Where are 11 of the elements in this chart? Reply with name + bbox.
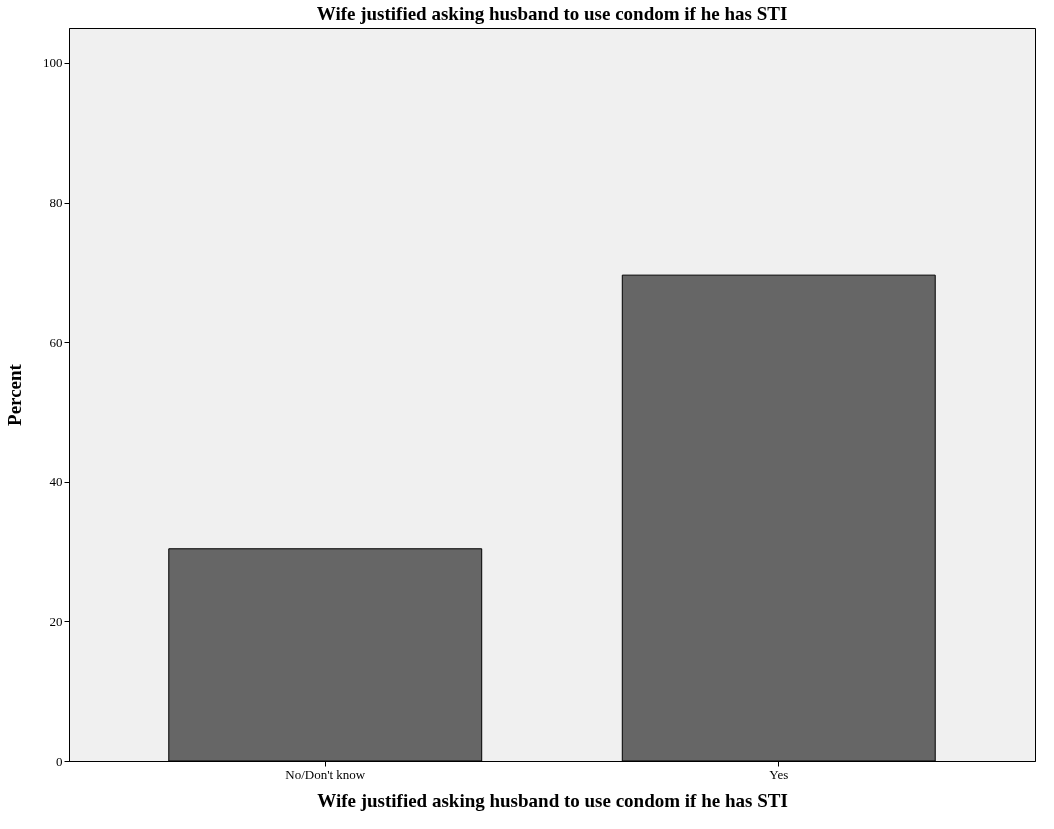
y-tick-label: 80 — [49, 195, 63, 211]
x-axis-title: Wife justified asking husband to use condom if he has STI — [317, 789, 788, 811]
chart-title: Wife justified asking husband to use condom if he has STI — [316, 3, 788, 24]
x-tick-label: No/Don't know — [285, 766, 366, 782]
y-tick-label: 20 — [49, 613, 63, 629]
y-tick-label: 0 — [56, 753, 63, 769]
x-tick-label: Yes — [769, 766, 789, 782]
y-tick-label: 60 — [49, 334, 63, 350]
y-tick-label: 40 — [49, 474, 63, 490]
y-axis-title: Percent — [4, 363, 25, 426]
y-tick-label: 100 — [43, 55, 63, 71]
